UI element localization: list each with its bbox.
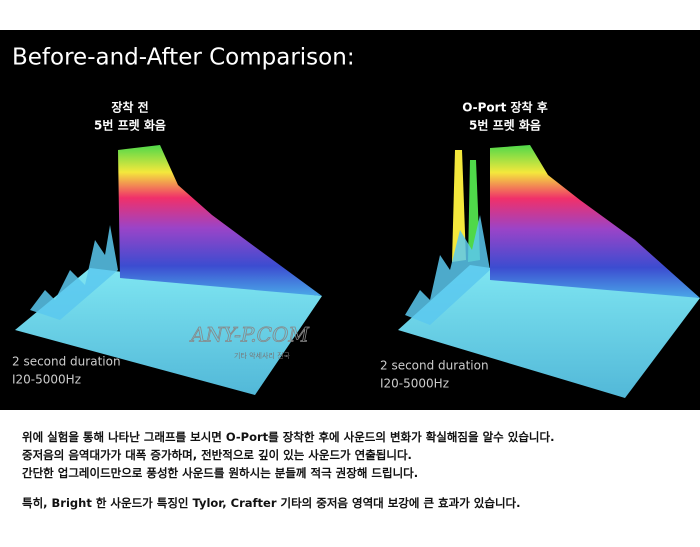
panel-caption: 5번 프렛 화음 (94, 118, 166, 133)
duration-label: 2 second duration (12, 355, 121, 369)
text-line: 간단한 업그레이드만으로 풍성한 사운드를 원하시는 분들께 적극 권장해 드립… (22, 466, 419, 480)
description: 위에 실험을 통해 나타난 그래프를 보시면 O-Port를 장착한 후에 사운… (22, 428, 692, 524)
title: Before-and-After Comparison: (12, 45, 355, 71)
duration-label: 2 second duration (380, 359, 489, 373)
paragraph: 위에 실험을 통해 나타난 그래프를 보시면 O-Port를 장착한 후에 사운… (22, 428, 692, 482)
text-line: 중저음의 음역대가가 대폭 증가하며, 전반적으로 깊이 있는 사운드가 연출됩… (22, 448, 412, 462)
panel-caption: 장착 전 (111, 100, 148, 115)
panel-caption: O-Port 장착 후 (462, 100, 548, 115)
paragraph: 특히, Bright 한 사운드가 특징인 Tylor, Crafter 기타의… (22, 494, 692, 512)
text-line: 위에 실험을 통해 나타난 그래프를 보시면 O-Port를 장착한 후에 사운… (22, 430, 555, 444)
text-line: 특히, Bright 한 사운드가 특징인 Tylor, Crafter 기타의… (22, 496, 521, 510)
watermark-tagline: 기타 악세사리 전국 (234, 351, 291, 360)
panel-caption: 5번 프렛 화음 (469, 118, 541, 133)
range-label: I20-5000Hz (380, 377, 449, 391)
range-label: I20-5000Hz (12, 373, 81, 387)
comparison-image: Before-and-After Comparison: 장착 전 5번 프렛 … (0, 30, 700, 410)
watermark-brand: ANY-P.COM (189, 323, 309, 347)
spectrogram-before (15, 145, 322, 395)
spectrogram-after (398, 145, 700, 398)
